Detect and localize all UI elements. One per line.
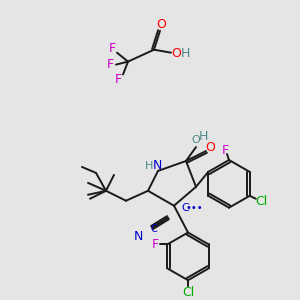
Text: •••: ••• (185, 203, 203, 213)
Text: O: O (192, 135, 200, 145)
Text: Cl: Cl (256, 195, 268, 208)
Text: F: F (108, 42, 116, 55)
Text: F: F (152, 238, 159, 251)
Text: F: F (114, 73, 122, 86)
Text: N: N (152, 160, 162, 172)
Text: O: O (205, 141, 215, 154)
Text: C: C (151, 224, 158, 234)
Text: N: N (133, 230, 143, 243)
Text: F: F (106, 58, 114, 71)
Text: H: H (198, 130, 208, 142)
Text: Cl: Cl (182, 286, 194, 299)
Text: F: F (221, 144, 229, 157)
Text: H: H (180, 47, 190, 60)
Text: O: O (156, 18, 166, 31)
Text: O: O (171, 47, 181, 60)
Text: C: C (181, 203, 189, 213)
Text: H: H (145, 161, 153, 171)
